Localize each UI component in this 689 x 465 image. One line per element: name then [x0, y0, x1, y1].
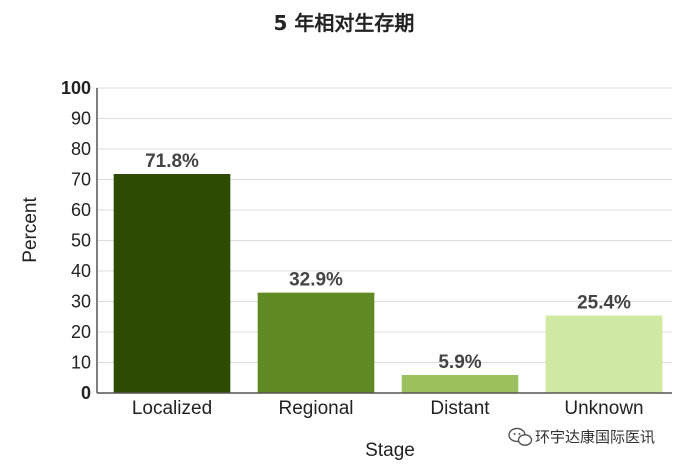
y-tick-label: 30 [71, 292, 91, 312]
wechat-icon [508, 427, 533, 446]
watermark-text: 环宇达康国际医讯 [535, 428, 655, 446]
data-label: 71.8% [145, 151, 199, 172]
y-tick-label: 10 [71, 353, 91, 373]
y-tick-label: 90 [71, 109, 91, 129]
bar-localized [113, 174, 231, 393]
chart-title: 5 年相对生存期 [274, 11, 415, 35]
data-label: 32.9% [289, 270, 343, 291]
x-tick-label: Localized [132, 398, 212, 419]
y-tick-label: 80 [71, 139, 91, 159]
x-tick-label: Regional [279, 398, 354, 419]
bar-regional [257, 292, 375, 393]
data-label: 5.9% [438, 352, 481, 373]
y-axis-ticks: 0 10 20 30 40 50 60 70 80 90 100 [61, 78, 91, 403]
data-labels: 71.8% 32.9% 5.9% 25.4% [145, 151, 631, 373]
bar-unknown [545, 315, 663, 393]
bar-distant [401, 375, 519, 393]
y-tick-label: 60 [71, 200, 91, 220]
y-tick-label: 40 [71, 261, 91, 281]
x-axis-ticks: Localized Regional Distant Unknown [132, 398, 644, 419]
x-tick-label: Distant [430, 398, 490, 419]
y-tick-label: 0 [81, 383, 91, 403]
y-axis-label: Percent [20, 197, 41, 263]
y-tick-label: 70 [71, 170, 91, 190]
data-label: 25.4% [577, 293, 631, 314]
bars [113, 174, 663, 393]
y-tick-label: 100 [61, 78, 91, 98]
x-tick-label: Unknown [564, 398, 643, 419]
y-tick-label: 20 [71, 322, 91, 342]
y-tick-label: 50 [71, 231, 91, 251]
watermark: 环宇达康国际医讯 [508, 427, 655, 446]
x-axis-label: Stage [365, 440, 415, 461]
